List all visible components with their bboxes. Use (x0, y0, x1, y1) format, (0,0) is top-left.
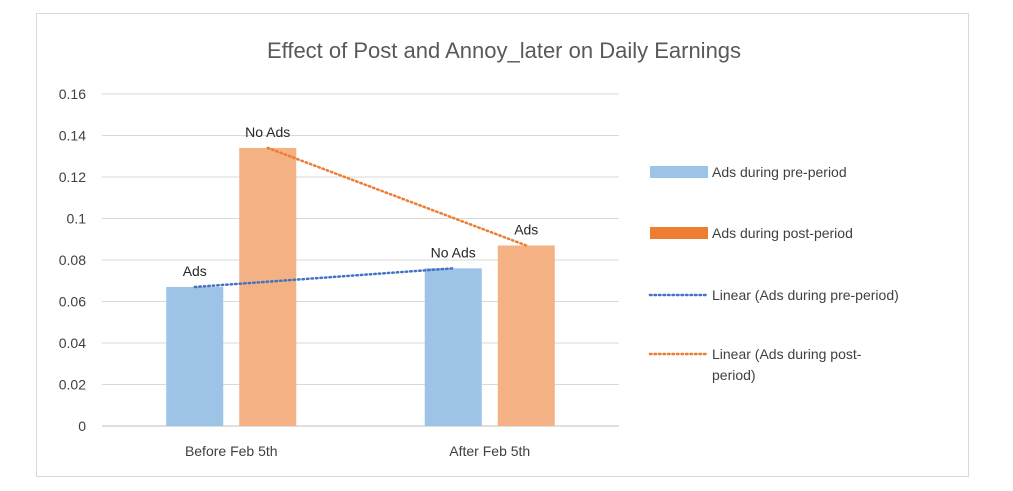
y-tick-label: 0.12 (59, 169, 86, 185)
y-tick-label: 0.16 (59, 86, 86, 102)
x-tick-label: Before Feb 5th (185, 443, 278, 459)
y-tick-label: 0.1 (67, 211, 87, 227)
data-label: Ads (183, 263, 207, 279)
x-tick-label: After Feb 5th (449, 443, 530, 459)
legend-swatch (650, 227, 708, 239)
trendline (193, 267, 455, 289)
y-tick-label: 0.06 (59, 294, 86, 310)
y-tick-label: 0.02 (59, 377, 86, 393)
bar (239, 147, 297, 426)
data-label: Ads (514, 221, 538, 237)
chart-title: Effect of Post and Annoy_later on Daily … (267, 38, 741, 63)
legend-label: Ads during post-period (712, 225, 853, 241)
legend-label-line: Linear (Ads during post- (712, 346, 862, 362)
legend-label: Linear (Ads during pre-period) (712, 287, 899, 303)
y-tick-label: 0.08 (59, 252, 86, 268)
bar (166, 286, 224, 426)
data-label: No Ads (245, 124, 290, 140)
y-tick-label: 0 (78, 418, 86, 434)
trendline (266, 146, 528, 247)
data-label: No Ads (431, 244, 476, 260)
bar (497, 245, 555, 426)
y-tick-label: 0.04 (59, 335, 86, 351)
legend-label: Ads during pre-period (712, 164, 847, 180)
y-tick-label: 0.14 (59, 128, 86, 144)
bar (424, 268, 482, 426)
legend-swatch (650, 166, 708, 178)
legend-label: Linear (Ads during post-period) (712, 346, 862, 383)
legend-label-line: Linear (Ads during pre-period) (712, 287, 899, 303)
legend-label-line: period) (712, 367, 756, 383)
